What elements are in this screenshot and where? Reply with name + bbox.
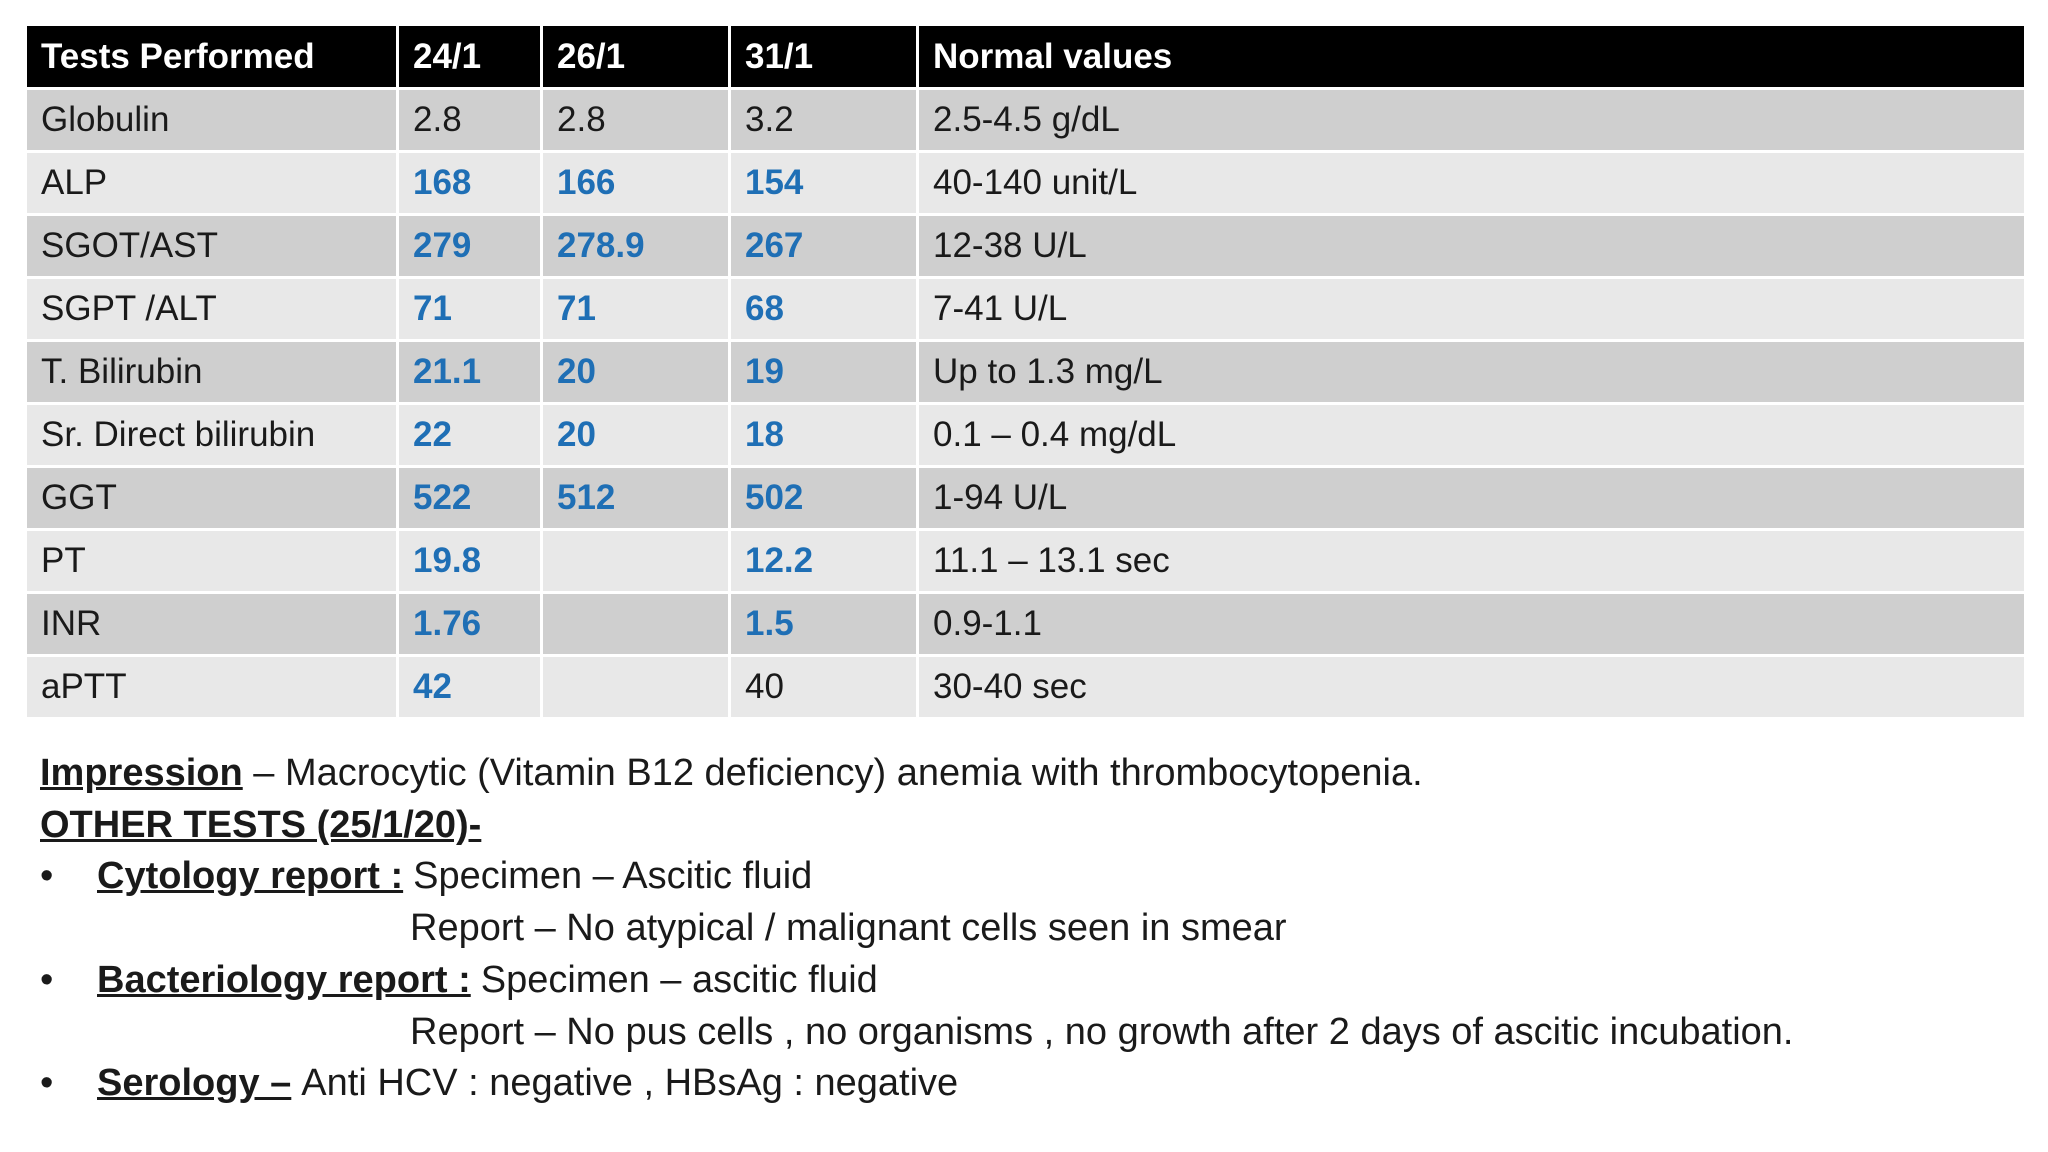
table-cell: 19 bbox=[728, 339, 919, 405]
item-text: Report – No atypical / malignant cells s… bbox=[410, 907, 1287, 950]
table-cell: PT bbox=[24, 528, 399, 594]
table-cell: 40-140 unit/L bbox=[916, 150, 2027, 216]
table-cell: 1-94 U/L bbox=[916, 465, 2027, 531]
table-row: INR 1.76 1.5 0.9-1.1 bbox=[24, 591, 2027, 657]
table-row: aPTT 42 40 30-40 sec bbox=[24, 654, 2027, 720]
table-cell: Up to 1.3 mg/L bbox=[916, 339, 2027, 405]
table-cell: Sr. Direct bilirubin bbox=[24, 402, 399, 468]
table-cell: aPTT bbox=[24, 654, 399, 720]
header-cell: 24/1 bbox=[396, 23, 543, 90]
table-cell: 0.9-1.1 bbox=[916, 591, 2027, 657]
header-cell: Normal values bbox=[916, 23, 2027, 90]
item-text: Specimen – ascitic fluid bbox=[480, 958, 878, 1001]
notes: Impression – Macrocytic (Vitamin B12 def… bbox=[40, 748, 1793, 1110]
header-cell: 26/1 bbox=[540, 23, 731, 90]
table-cell: 2.8 bbox=[396, 87, 543, 153]
item-line: Serology –Anti HCV : negative , HBsAg : … bbox=[40, 1058, 1793, 1110]
table-row: PT 19.8 12.2 11.1 – 13.1 sec bbox=[24, 528, 2027, 594]
table-cell: 2.5-4.5 g/dL bbox=[916, 87, 2027, 153]
table-cell: SGOT/AST bbox=[24, 213, 399, 279]
table-cell: 11.1 – 13.1 sec bbox=[916, 528, 2027, 594]
table-cell: 20 bbox=[540, 339, 731, 405]
header-row: Tests Performed 24/1 26/1 31/1 Normal values bbox=[24, 23, 2027, 90]
header-cell: 31/1 bbox=[728, 23, 919, 90]
table-cell: 0.1 – 0.4 mg/dL bbox=[916, 402, 2027, 468]
table-cell: GGT bbox=[24, 465, 399, 531]
table-cell: 166 bbox=[540, 150, 731, 216]
table-cell: 7-41 U/L bbox=[916, 276, 2027, 342]
item-label: Bacteriology report : bbox=[97, 958, 471, 1001]
table-cell: 12-38 U/L bbox=[916, 213, 2027, 279]
table-cell: 2.8 bbox=[540, 87, 731, 153]
item-line: Report – No pus cells , no organisms , n… bbox=[40, 1007, 1793, 1059]
table-cell: T. Bilirubin bbox=[24, 339, 399, 405]
table-cell: 1.76 bbox=[396, 591, 543, 657]
table-cell: 68 bbox=[728, 276, 919, 342]
other-tests-heading: OTHER TESTS (25/1/20)- bbox=[40, 803, 482, 846]
table-cell bbox=[540, 591, 731, 657]
table-cell: 40 bbox=[728, 654, 919, 720]
item-label: Cytology report : bbox=[97, 855, 404, 898]
table-cell: 18 bbox=[728, 402, 919, 468]
table-cell: 1.5 bbox=[728, 591, 919, 657]
table-cell: SGPT /ALT bbox=[24, 276, 399, 342]
table-cell: 22 bbox=[396, 402, 543, 468]
table-cell: 278.9 bbox=[540, 213, 731, 279]
item-label: Serology – bbox=[97, 1062, 292, 1105]
table-cell bbox=[540, 528, 731, 594]
table-cell: 20 bbox=[540, 402, 731, 468]
table-cell: 168 bbox=[396, 150, 543, 216]
impression-text: – Macrocytic (Vitamin B12 deficiency) an… bbox=[253, 752, 1423, 794]
item-line: Cytology report :Specimen – Ascitic flui… bbox=[40, 851, 1793, 903]
item-text: Anti HCV : negative , HBsAg : negative bbox=[301, 1062, 959, 1105]
impression-line: Impression – Macrocytic (Vitamin B12 def… bbox=[40, 748, 1793, 800]
table-cell: 71 bbox=[396, 276, 543, 342]
table-row: ALP 168 166 154 40-140 unit/L bbox=[24, 150, 2027, 216]
table-cell: Globulin bbox=[24, 87, 399, 153]
table-cell: 21.1 bbox=[396, 339, 543, 405]
table-cell: 42 bbox=[396, 654, 543, 720]
table-cell bbox=[540, 654, 731, 720]
header-cell: Tests Performed bbox=[24, 23, 399, 90]
table-cell: 267 bbox=[728, 213, 919, 279]
table-cell: ALP bbox=[24, 150, 399, 216]
item-text: Report – No pus cells , no organisms , n… bbox=[410, 1010, 1794, 1053]
item-text: Specimen – Ascitic fluid bbox=[413, 855, 813, 898]
table-row: T. Bilirubin 21.1 20 19 Up to 1.3 mg/L bbox=[24, 339, 2027, 405]
table-row: Globulin 2.8 2.8 3.2 2.5-4.5 g/dL bbox=[24, 87, 2027, 153]
item-line: Report – No atypical / malignant cells s… bbox=[40, 903, 1793, 955]
table-cell: 71 bbox=[540, 276, 731, 342]
table-cell: 512 bbox=[540, 465, 731, 531]
lab-table: Tests Performed 24/1 26/1 31/1 Normal values… bbox=[24, 23, 2027, 720]
table-cell: 12.2 bbox=[728, 528, 919, 594]
table-cell: 3.2 bbox=[728, 87, 919, 153]
table-row: SGPT /ALT 71 71 68 7-41 U/L bbox=[24, 276, 2027, 342]
table-row: SGOT/AST 279 278.9 267 12-38 U/L bbox=[24, 213, 2027, 279]
table-row: GGT 522 512 502 1-94 U/L bbox=[24, 465, 2027, 531]
table-cell: 19.8 bbox=[396, 528, 543, 594]
table-cell: 154 bbox=[728, 150, 919, 216]
table-cell: 522 bbox=[396, 465, 543, 531]
table-cell: 502 bbox=[728, 465, 919, 531]
table-cell: 30-40 sec bbox=[916, 654, 2027, 720]
test-items: Cytology report :Specimen – Ascitic flui… bbox=[40, 851, 1793, 1110]
item-line: Bacteriology report :Specimen – ascitic … bbox=[40, 955, 1793, 1007]
table-row: Sr. Direct bilirubin 22 20 18 0.1 – 0.4 mg/d… bbox=[24, 402, 2027, 468]
impression-label: Impression bbox=[40, 752, 243, 794]
table-cell: 279 bbox=[396, 213, 543, 279]
table-cell: INR bbox=[24, 591, 399, 657]
